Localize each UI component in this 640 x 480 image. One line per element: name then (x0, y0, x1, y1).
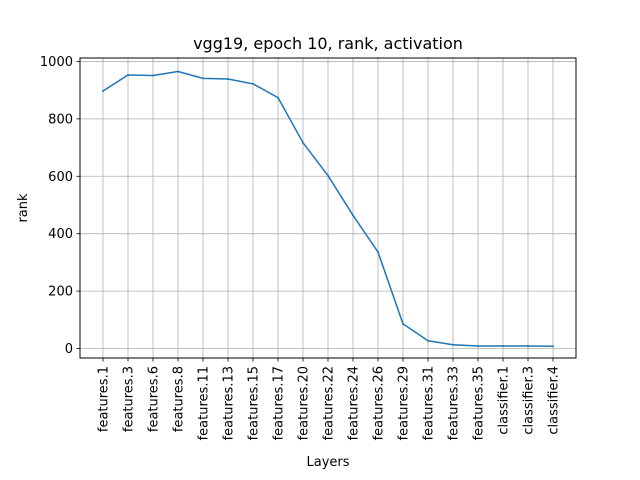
data-point (477, 344, 479, 347)
x-axis: features.1 features.3 features.6 features.8… (97, 358, 562, 440)
y-tick-label: 800 (48, 112, 73, 127)
x-tick-label: features.22 (322, 366, 337, 440)
x-tick-label: features.15 (247, 366, 262, 440)
x-tick-label: features.17 (272, 366, 287, 440)
data-point (327, 174, 329, 177)
data-point (452, 343, 454, 346)
x-tick-label: features.20 (297, 366, 312, 440)
data-point (427, 339, 429, 342)
x-tick-label: features.31 (422, 366, 437, 440)
y-tick-label: 200 (48, 285, 73, 300)
y-tick-label: 0 (65, 342, 73, 357)
data-point (527, 344, 529, 347)
x-tick-label: features.26 (372, 366, 387, 440)
data-point (502, 344, 504, 347)
series-group (102, 70, 554, 348)
x-tick-label: features.29 (397, 366, 412, 440)
chart-title: vgg19, epoch 10, rank, activation (193, 34, 463, 53)
x-tick-label: features.11 (197, 366, 212, 440)
data-point (127, 73, 129, 76)
data-point (402, 322, 404, 325)
x-tick-label: features.13 (222, 366, 237, 440)
y-tick-label: 400 (48, 227, 73, 242)
y-tick-label: 600 (48, 170, 73, 185)
data-point (202, 77, 204, 80)
data-point (302, 141, 304, 144)
y-axis-label: rank (16, 193, 31, 223)
y-tick-label: 1000 (40, 55, 73, 70)
data-point (277, 96, 279, 99)
x-tick-label: features.6 (147, 366, 162, 432)
data-point (252, 82, 254, 85)
data-point (352, 214, 354, 217)
data-point (552, 345, 554, 348)
data-point (227, 77, 229, 80)
x-tick-label: features.35 (472, 366, 487, 440)
grid-lines (80, 58, 576, 358)
x-tick-label: features.8 (172, 366, 187, 432)
data-point (152, 74, 154, 77)
x-tick-label: classifier.4 (547, 366, 562, 435)
y-axis: 0 200 400 600 800 1000 (40, 55, 80, 357)
x-tick-label: classifier.3 (522, 366, 537, 435)
x-tick-label: features.33 (447, 366, 462, 440)
x-tick-label: features.24 (347, 366, 362, 440)
x-tick-label: features.3 (122, 366, 137, 432)
data-point (102, 90, 104, 93)
x-axis-label: Layers (306, 455, 349, 470)
data-point (377, 251, 379, 254)
x-tick-label: classifier.1 (497, 366, 512, 435)
data-point (177, 70, 179, 73)
x-tick-label: features.1 (97, 366, 112, 432)
